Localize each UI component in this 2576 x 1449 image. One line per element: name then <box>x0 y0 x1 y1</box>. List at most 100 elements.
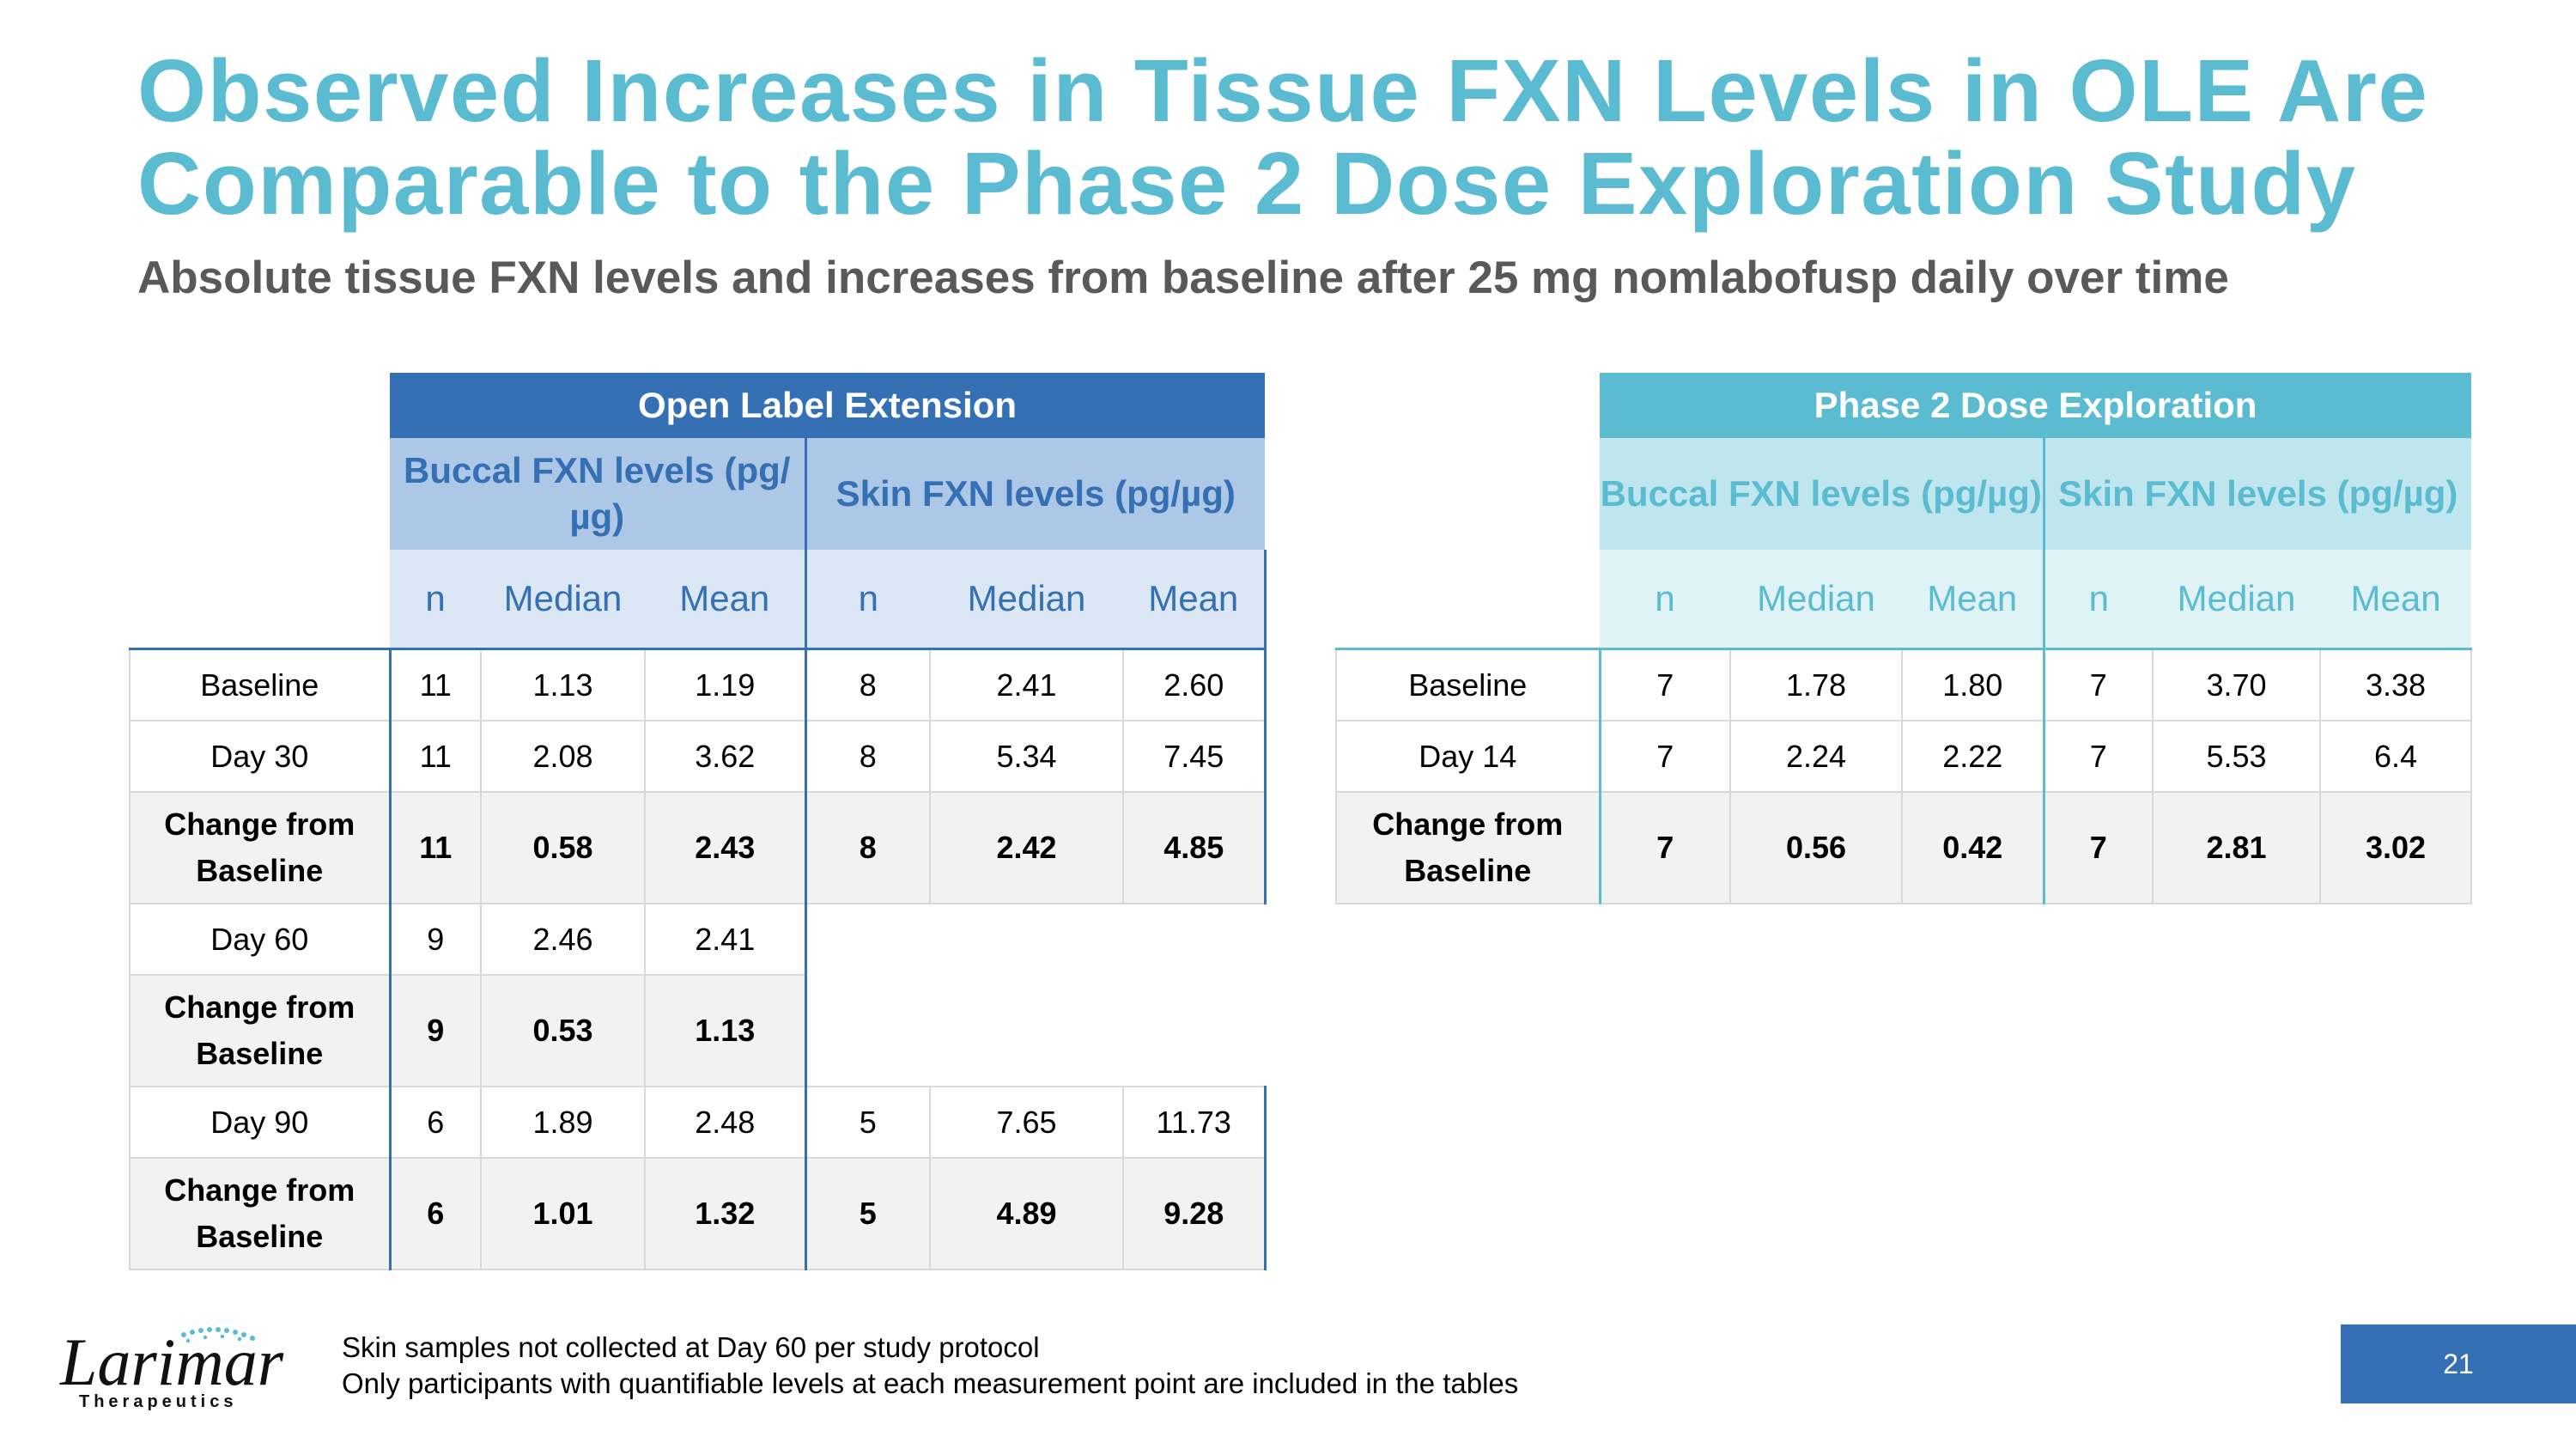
table-cell: 5 <box>804 1086 931 1159</box>
footnotes: Skin samples not collected at Day 60 per… <box>342 1330 1518 1402</box>
table-cell: 7 <box>1598 720 1731 793</box>
page-number: 21 <box>2443 1348 2474 1379</box>
table-cell: 4.85 <box>1122 791 1267 904</box>
table-cell: 1.13 <box>480 648 646 721</box>
page-number-badge: 21 <box>2341 1324 2576 1403</box>
table-cell: 3.02 <box>2318 791 2473 904</box>
table-cell: 7 <box>2042 648 2154 721</box>
table-cell: 2.22 <box>1901 720 2044 793</box>
table-cell: 8 <box>804 720 931 793</box>
table-cell: 8 <box>804 791 931 904</box>
logo-tagline: Therapeutics <box>79 1392 237 1411</box>
table-cell: 9 <box>388 903 482 976</box>
table-cell: 2.41 <box>644 903 806 976</box>
table-cell: 7.45 <box>1122 720 1267 793</box>
phase2-col-mean: Mean <box>2320 550 2472 649</box>
ole-group-skin: Skin FXN levels (pg/µg) <box>804 438 1265 550</box>
row-label: Baseline <box>129 648 391 721</box>
table-cell: 4.89 <box>929 1157 1124 1270</box>
table-cell: 1.78 <box>1729 648 1903 721</box>
table-cell: 11 <box>388 648 482 721</box>
row-label: Change from Baseline <box>129 974 391 1087</box>
table-cell: 2.48 <box>644 1086 806 1159</box>
table-cell: 1.19 <box>644 648 806 721</box>
table-row: Baseline 7 1.78 1.80 7 3.70 3.38 <box>1335 648 2473 721</box>
ole-col-mean: Mean <box>1123 550 1267 649</box>
table-cell: 2.43 <box>644 791 806 904</box>
table-cell: 6 <box>388 1086 482 1159</box>
row-label: Day 90 <box>129 1086 391 1159</box>
ole-table: Open Label Extension Buccal FXN levels (… <box>129 373 1267 1270</box>
table-row: Change from Baseline 11 0.58 2.43 8 2.42… <box>129 791 1267 904</box>
row-label: Change from Baseline <box>1335 791 1601 904</box>
table-cell: 2.42 <box>929 791 1124 904</box>
table-cell: 2.81 <box>2152 791 2321 904</box>
phase2-group-buccal: Buccal FXN levels (pg/µg) <box>1600 438 2044 550</box>
row-label: Day 30 <box>129 720 391 793</box>
table-row: Day 14 7 2.24 2.22 7 5.53 6.4 <box>1335 720 2473 793</box>
table-row: Change from Baseline 6 1.01 1.32 5 4.89 … <box>129 1157 1267 1270</box>
row-label: Day 14 <box>1335 720 1601 793</box>
table-cell: 2.46 <box>480 903 646 976</box>
table-cell: 0.53 <box>480 974 646 1087</box>
table-row: Day 90 6 1.89 2.48 5 7.65 11.73 <box>129 1086 1267 1159</box>
table-cell: 3.70 <box>2152 648 2321 721</box>
phase2-col-n: n <box>2042 550 2153 649</box>
larimar-logo: Larimar Therapeutics <box>55 1318 313 1412</box>
row-label: Change from Baseline <box>129 791 391 904</box>
table-cell: 1.80 <box>1901 648 2044 721</box>
table-row: Day 30 11 2.08 3.62 8 5.34 7.45 <box>129 720 1267 793</box>
table-cell: 3.62 <box>644 720 806 793</box>
phase2-col-median: Median <box>2153 550 2320 649</box>
table-cell: 1.13 <box>644 974 806 1087</box>
table-cell: 8 <box>804 648 931 721</box>
logo-wordmark: Larimar <box>59 1324 284 1399</box>
table-row: Change from Baseline 7 0.56 0.42 7 2.81 … <box>1335 791 2473 904</box>
table-row: Baseline 11 1.13 1.19 8 2.41 2.60 <box>129 648 1267 721</box>
ole-col-n: n <box>804 550 930 649</box>
table-cell: 0.58 <box>480 791 646 904</box>
table-cell: 1.01 <box>480 1157 646 1270</box>
table-cell: 7 <box>2042 791 2154 904</box>
ole-group-buccal: Buccal FXN levels (pg/µg) <box>390 438 805 550</box>
table-cell: 9.28 <box>1122 1157 1267 1270</box>
table-cell: 2.08 <box>480 720 646 793</box>
table-row: Change from Baseline 9 0.53 1.13 <box>129 974 1265 1087</box>
page-title: Observed Increases in Tissue FXN Levels … <box>137 41 2429 233</box>
ole-table-header: Open Label Extension <box>390 373 1265 438</box>
table-cell: 5.34 <box>929 720 1124 793</box>
table-cell: 11 <box>388 720 482 793</box>
table-cell: 7 <box>2042 720 2154 793</box>
table-cell: 5.53 <box>2152 720 2321 793</box>
larimar-logo-graphic: Larimar Therapeutics <box>59 1324 284 1411</box>
footnote: Skin samples not collected at Day 60 per… <box>342 1331 1040 1363</box>
phase2-col-n: n <box>1600 550 1730 649</box>
footnote: Only participants with quantifiable leve… <box>342 1367 1519 1399</box>
table-cell: 7 <box>1598 648 1731 721</box>
table-cell: 2.41 <box>929 648 1124 721</box>
phase2-group-skin: Skin FXN levels (pg/µg) <box>2042 438 2472 550</box>
ole-col-median: Median <box>930 550 1123 649</box>
row-label: Change from Baseline <box>129 1157 391 1270</box>
table-cell: 11 <box>388 791 482 904</box>
table-cell: 6.4 <box>2318 720 2473 793</box>
row-label: Baseline <box>1335 648 1601 721</box>
row-label: Day 60 <box>129 903 391 976</box>
table-cell: 11.73 <box>1122 1086 1267 1159</box>
ole-col-mean: Mean <box>645 550 805 649</box>
table-cell: 1.89 <box>480 1086 646 1159</box>
phase2-table-header: Phase 2 Dose Exploration <box>1600 373 2472 438</box>
table-cell: 9 <box>388 974 482 1087</box>
ole-col-median: Median <box>481 550 645 649</box>
table-cell: 7 <box>1598 791 1731 904</box>
table-cell: 6 <box>388 1157 482 1270</box>
table-cell: 1.32 <box>644 1157 806 1270</box>
table-cell: 0.42 <box>1901 791 2044 904</box>
table-cell: 5 <box>804 1157 931 1270</box>
table-cell: 7.65 <box>929 1086 1124 1159</box>
table-cell: 3.38 <box>2318 648 2473 721</box>
table-cell: 2.60 <box>1122 648 1267 721</box>
table-cell: 2.24 <box>1729 720 1903 793</box>
phase2-table: Phase 2 Dose Exploration Buccal FXN leve… <box>1335 373 2473 904</box>
page-subtitle: Absolute tissue FXN levels and increases… <box>137 253 2229 303</box>
